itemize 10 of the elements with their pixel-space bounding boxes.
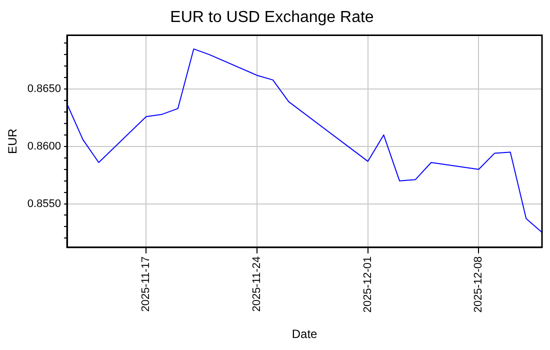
- y-tick-label: 0.8650: [27, 83, 62, 96]
- chart-title: EUR to USD Exchange Rate: [170, 9, 374, 26]
- x-tick-label: 2025-11-17: [140, 256, 152, 312]
- y-tick-label: 0.8550: [27, 198, 62, 210]
- y-axis-title: EUR: [6, 128, 20, 154]
- x-tick-label: 2025-12-01: [362, 256, 374, 313]
- x-axis-title: Date: [292, 327, 318, 342]
- x-tick-label: 2025-12-08: [472, 256, 485, 313]
- x-tick-label: 2025-11-24: [251, 256, 264, 312]
- y-tick-label: 0.8600: [27, 140, 62, 152]
